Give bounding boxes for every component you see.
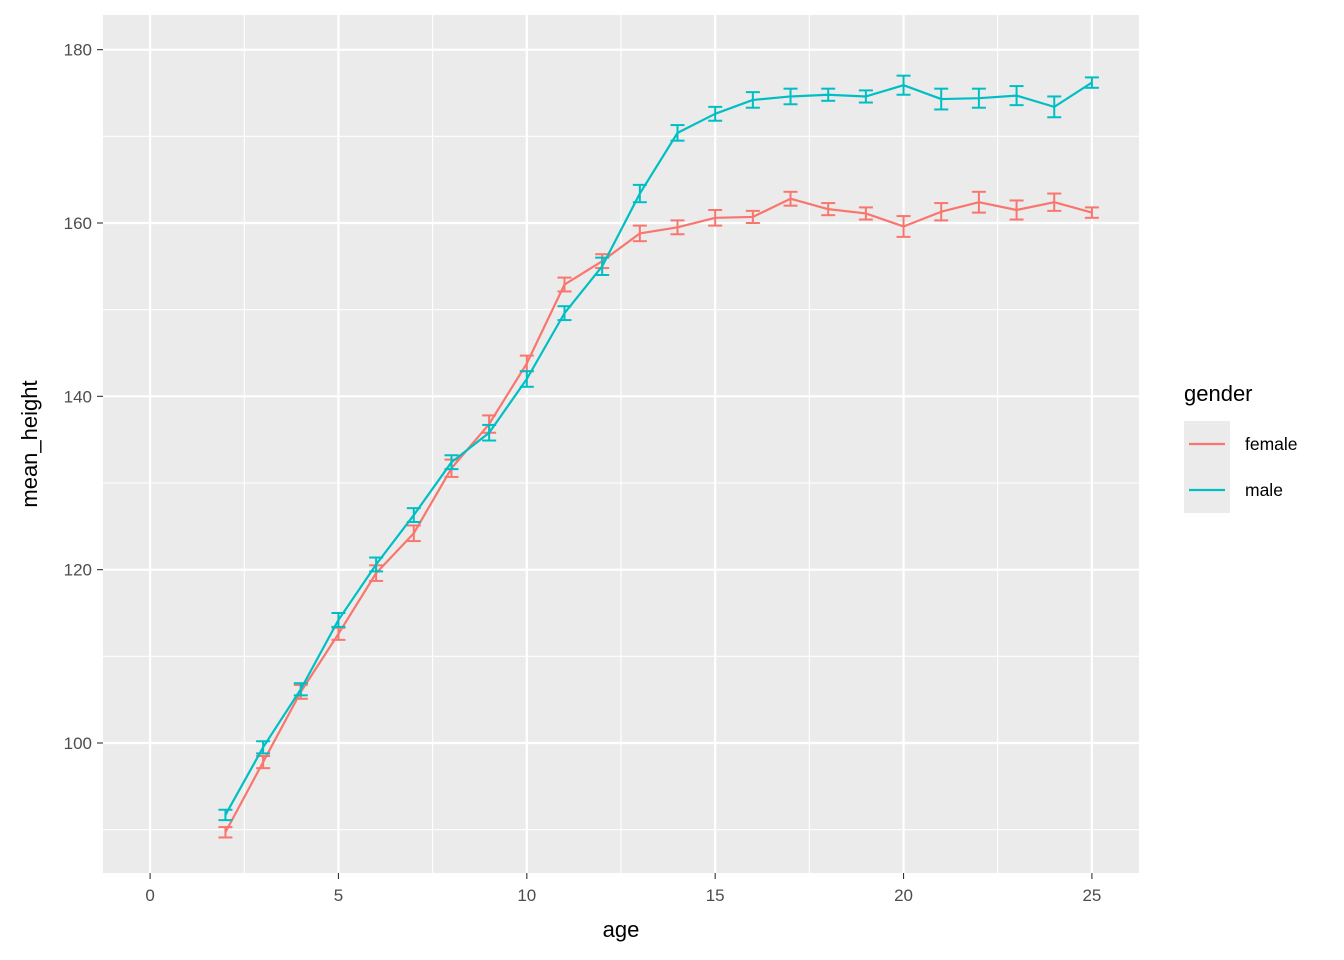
- grid-minor: [103, 15, 1139, 873]
- legend-item-male: male: [1184, 467, 1283, 513]
- x-tick-label: 15: [706, 886, 725, 905]
- series-line-female: [224, 197, 1093, 833]
- x-tick-label: 25: [1082, 886, 1101, 905]
- x-tick-label: 0: [145, 886, 154, 905]
- x-axis: 0 5 10 15 20 25: [145, 873, 1101, 905]
- y-tick-label: 160: [64, 214, 92, 233]
- y-tick-label: 100: [64, 734, 92, 753]
- x-axis-title: age: [603, 917, 640, 942]
- x-tick-label: 5: [334, 886, 343, 905]
- series-male: [218, 74, 1099, 822]
- series-layer: [218, 74, 1099, 839]
- x-tick-label: 20: [894, 886, 913, 905]
- y-tick-label: 180: [64, 41, 92, 60]
- series-line-male: [224, 81, 1093, 816]
- legend-item-female: female: [1184, 421, 1298, 467]
- legend-label: male: [1245, 480, 1283, 500]
- y-axis-title: mean_height: [17, 380, 42, 507]
- y-tick-label: 140: [64, 387, 92, 406]
- legend-label: female: [1245, 434, 1298, 454]
- legend: gender female male: [1184, 381, 1298, 513]
- legend-title: gender: [1184, 381, 1253, 406]
- y-axis: 100 120 140 160 180: [64, 41, 103, 753]
- series-female: [218, 190, 1099, 839]
- y-tick-label: 120: [64, 561, 92, 580]
- grid-major: [103, 15, 1139, 873]
- x-tick-label: 10: [517, 886, 536, 905]
